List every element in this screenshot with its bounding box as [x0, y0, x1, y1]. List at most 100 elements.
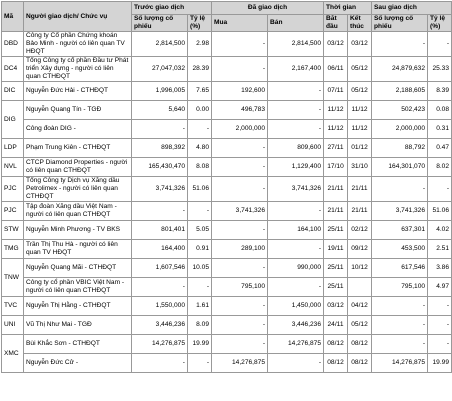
- value-cell: -: [267, 353, 325, 373]
- value-cell: -: [186, 277, 213, 297]
- value-cell: 3,741,326: [131, 176, 188, 202]
- table-row: NVL CTCP Diamond Properties - người có li…: [1, 157, 452, 177]
- person-cell: Công ty Cổ phần Chứng khoán Bảo Minh - n…: [23, 31, 132, 57]
- value-cell: -: [131, 201, 188, 221]
- value-cell: -: [267, 81, 325, 101]
- value-cell: 164,400: [131, 239, 188, 259]
- person-cell: Bùi Khắc Sơn - CTHĐQT: [23, 334, 132, 354]
- value-cell: 08/12: [347, 353, 373, 373]
- value-cell: 496,783: [211, 100, 269, 120]
- person-cell: Nguyễn Thị Hằng - CTHĐQT: [23, 296, 132, 316]
- sub-header: Tỷ lệ (%): [427, 14, 452, 32]
- value-cell: 8.39: [427, 81, 452, 101]
- code-cell: DIG: [1, 100, 24, 139]
- table-row: DIG Nguyễn Quang Tín - TGĐ 5,640 0.00 496,78…: [1, 100, 452, 139]
- value-cell: 0.91: [186, 239, 213, 259]
- person-cell: Vũ Thị Như Mai - TGĐ: [23, 315, 132, 335]
- value-cell: 08/12: [323, 353, 349, 373]
- value-cell: 25.33: [427, 56, 452, 82]
- value-cell: 4.80: [186, 138, 213, 158]
- value-cell: 03/12: [323, 31, 349, 57]
- value-cell: 3,741,326: [211, 201, 269, 221]
- value-cell: -: [211, 31, 269, 57]
- value-cell: 25/11: [323, 258, 349, 278]
- table-row: TVC Nguyễn Thị Hằng - CTHĐQT 1,550,000 1.61…: [1, 296, 452, 316]
- value-cell: 21/11: [323, 176, 349, 202]
- value-cell: 14,276,875: [211, 353, 269, 373]
- value-cell: -: [427, 296, 452, 316]
- value-cell: 04/12: [347, 296, 373, 316]
- value-cell: -: [371, 176, 429, 202]
- value-cell: 7.65: [186, 81, 213, 101]
- code-cell: TNW: [1, 258, 24, 297]
- code-cell: STW: [1, 220, 24, 240]
- table-row: LDP Phạm Trung Kiên - CTHĐQT 898,392 4.80-8…: [1, 138, 452, 158]
- value-cell: 990,000: [267, 258, 325, 278]
- value-cell: 21/11: [323, 201, 349, 221]
- code-cell: TMG: [1, 239, 24, 259]
- value-cell: -: [186, 119, 213, 139]
- value-cell: 11/12: [323, 100, 349, 120]
- person-cell: Tập đoàn Xăng dầu Việt Nam - người có li…: [23, 201, 132, 221]
- value-cell: 4.02: [427, 220, 452, 240]
- value-cell: 17/10: [323, 157, 349, 177]
- value-cell: 809,600: [267, 138, 325, 158]
- value-cell: 5.05: [186, 220, 213, 240]
- value-cell: 14,276,875: [371, 353, 429, 373]
- value-cell: 03/12: [347, 31, 373, 57]
- value-cell: 24,879,632: [371, 56, 429, 82]
- value-cell: -: [267, 277, 325, 297]
- value-cell: 3,741,326: [371, 201, 429, 221]
- value-cell: 11/12: [347, 119, 373, 139]
- value-cell: 1,450,000: [267, 296, 325, 316]
- value-cell: -: [371, 296, 429, 316]
- value-cell: 10.05: [186, 258, 213, 278]
- value-cell: 08/12: [347, 334, 373, 354]
- table-row: DBD Công ty Cổ phần Chứng khoán Bảo Minh …: [1, 31, 452, 57]
- table-row: UNI Vũ Thị Như Mai - TGĐ 3,446,236 8.09-3,4…: [1, 315, 452, 335]
- value-cell: 88,792: [371, 138, 429, 158]
- value-cell: 19.99: [186, 334, 213, 354]
- group-header: Sau giao dịch: [371, 1, 452, 15]
- value-cell: 2,814,500: [131, 31, 188, 57]
- value-cell: 164,100: [267, 220, 325, 240]
- group-header: Trước giao dịch: [130, 1, 213, 15]
- table-row: STW Nguyễn Minh Phương - TV BKS 801,401 5.0…: [1, 220, 452, 240]
- value-cell: 0.47: [427, 138, 452, 158]
- value-cell: -: [267, 119, 325, 139]
- sub-header: Bán: [267, 14, 325, 32]
- value-cell: 05/12: [347, 81, 373, 101]
- value-cell: 25/11: [323, 220, 349, 240]
- value-cell: 637,301: [371, 220, 429, 240]
- value-cell: 1,550,000: [131, 296, 188, 316]
- value-cell: 25/11: [323, 277, 349, 297]
- sub-header: Số lượng cổ phiếu: [371, 14, 429, 32]
- code-cell: DIC: [1, 81, 24, 101]
- code-cell: PJC: [1, 201, 24, 221]
- value-cell: 8.08: [186, 157, 213, 177]
- value-cell: 1,996,005: [131, 81, 188, 101]
- table-row: TNW Nguyễn Quang Mãi - CTHĐQT 1,607,546 10.…: [1, 258, 452, 297]
- value-cell: 453,500: [371, 239, 429, 259]
- value-cell: 4.97: [427, 277, 452, 297]
- person-cell: Nguyễn Quang Tín - TGĐ: [23, 100, 132, 120]
- table-row: DIC Nguyễn Đức Hải - CTHĐQT 1,996,005 7.65 1…: [1, 81, 452, 101]
- insider-trades-table: Mã Người giao dịch/ Chức vụ Trước giao d…: [1, 1, 452, 373]
- value-cell: -: [211, 56, 269, 82]
- value-cell: 164,301,070: [371, 157, 429, 177]
- value-cell: -: [427, 31, 452, 57]
- value-cell: -: [211, 296, 269, 316]
- value-cell: 0.08: [427, 100, 452, 120]
- value-cell: 51.06: [427, 201, 452, 221]
- value-cell: -: [371, 31, 429, 57]
- value-cell: -: [131, 277, 188, 297]
- value-cell: 05/12: [347, 315, 373, 335]
- person-cell: Công đoàn DIG -: [23, 119, 132, 139]
- value-cell: 795,100: [211, 277, 269, 297]
- value-cell: 165,430,470: [131, 157, 188, 177]
- table-row: Nguyễn Đức Cử - - -14,276,875-08/12 08/12 14…: [2, 353, 452, 373]
- value-cell: -: [267, 201, 325, 221]
- person-cell: Tổng Công ty Dịch vụ Xăng dầu Petrolimex…: [23, 176, 132, 202]
- value-cell: 0.00: [186, 100, 213, 120]
